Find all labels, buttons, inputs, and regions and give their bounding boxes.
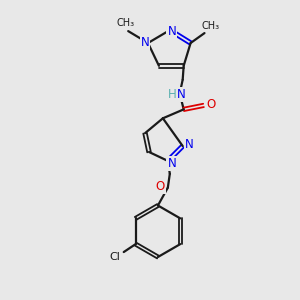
Text: N: N bbox=[177, 88, 186, 101]
Text: N: N bbox=[167, 158, 176, 170]
Text: H: H bbox=[167, 88, 176, 101]
Text: N: N bbox=[185, 138, 194, 151]
Text: N: N bbox=[167, 25, 176, 38]
Text: CH₃: CH₃ bbox=[201, 21, 220, 31]
Text: O: O bbox=[207, 98, 216, 111]
Text: O: O bbox=[155, 180, 164, 193]
Text: CH₃: CH₃ bbox=[116, 18, 134, 28]
Text: N: N bbox=[141, 35, 149, 49]
Text: Cl: Cl bbox=[110, 252, 120, 262]
